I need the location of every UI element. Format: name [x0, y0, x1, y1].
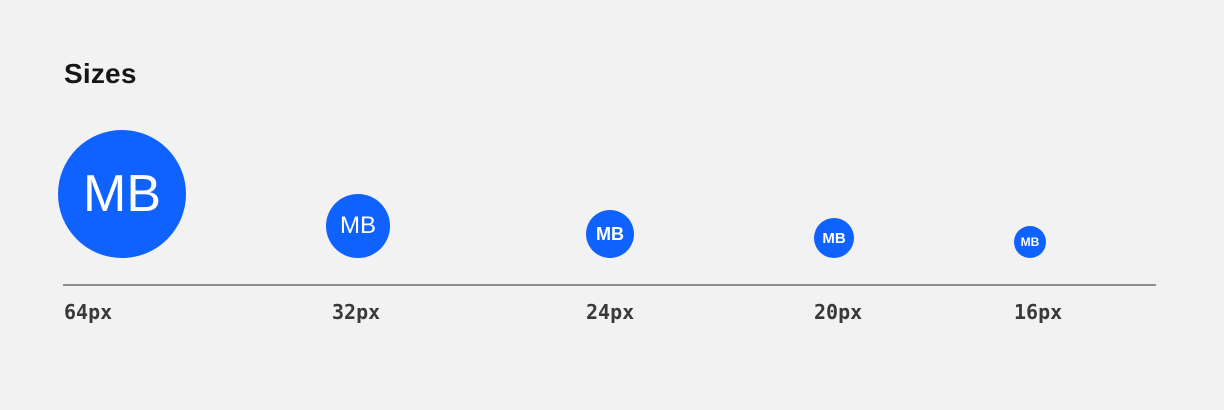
avatar-32: MB — [326, 194, 390, 258]
avatar-16: MB — [1014, 226, 1046, 258]
baseline-divider — [63, 284, 1156, 286]
avatar-64: MB — [58, 130, 186, 258]
section-title: Sizes — [64, 58, 137, 89]
size-label-24: 24px — [586, 300, 635, 324]
size-label-64: 64px — [64, 300, 113, 324]
avatar-20: MB — [814, 218, 854, 258]
size-label-32: 32px — [332, 300, 381, 324]
size-label-16: 16px — [1014, 300, 1063, 324]
avatar-24: MB — [586, 210, 634, 258]
size-label-20: 20px — [814, 300, 863, 324]
